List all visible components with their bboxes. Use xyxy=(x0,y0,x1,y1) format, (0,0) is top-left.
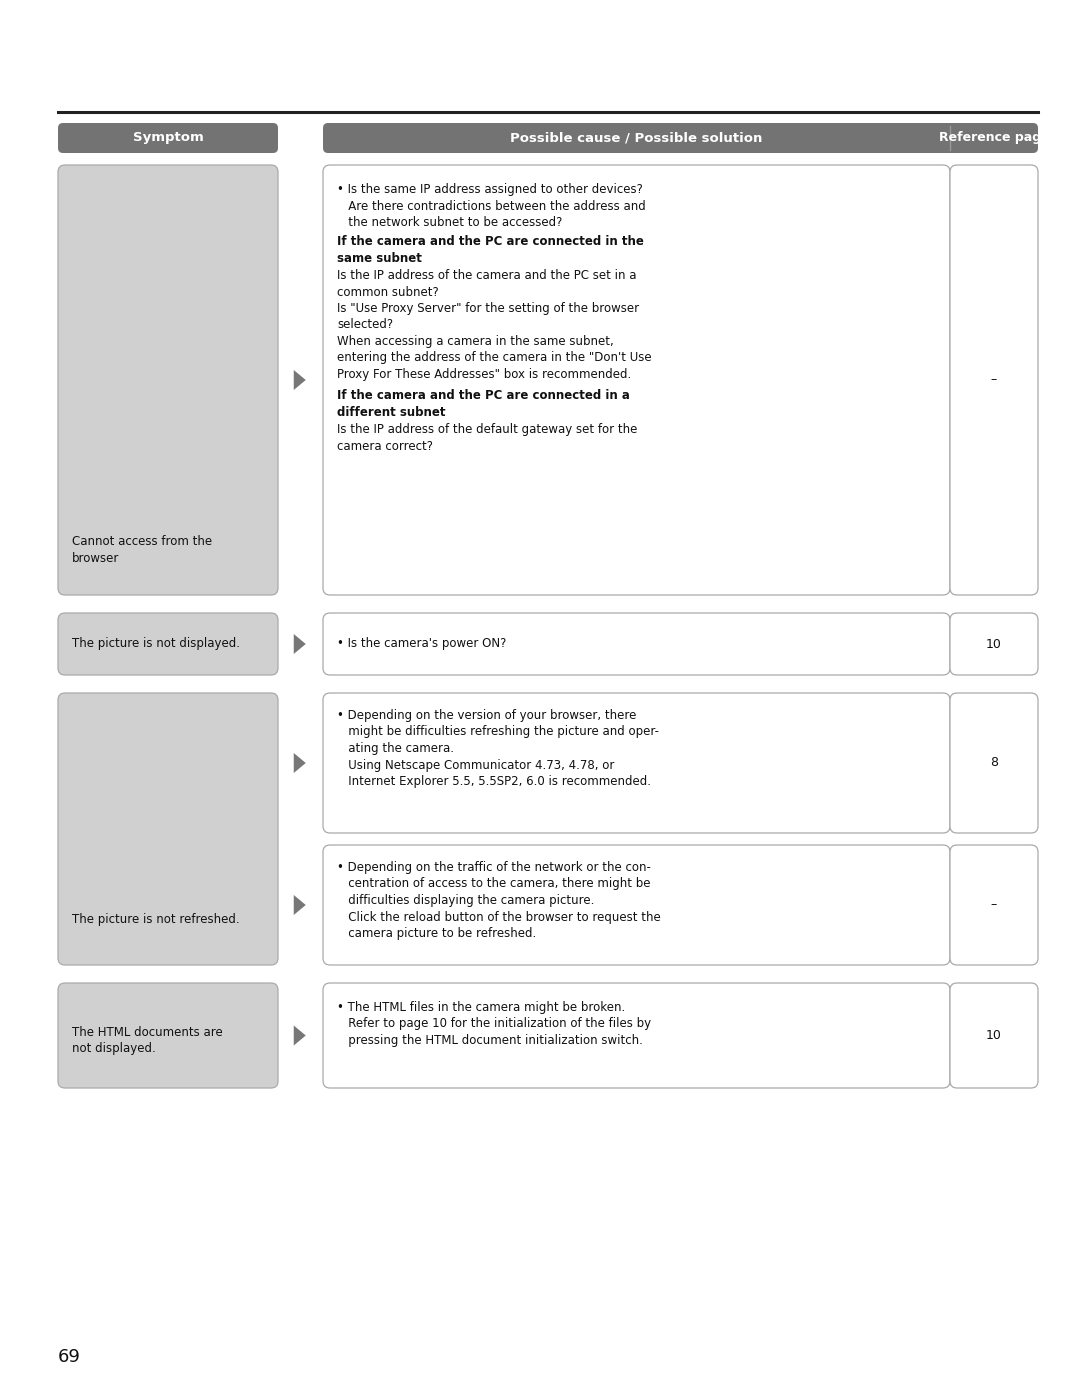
Text: Is the IP address of the default gateway set for the
camera correct?: Is the IP address of the default gateway… xyxy=(337,423,637,453)
FancyBboxPatch shape xyxy=(950,165,1038,595)
Text: 10: 10 xyxy=(986,637,1002,651)
Text: –: – xyxy=(990,373,997,387)
Text: • Is the same IP address assigned to other devices?
   Are there contradictions : • Is the same IP address assigned to oth… xyxy=(337,183,646,229)
Text: –: – xyxy=(990,898,997,911)
FancyBboxPatch shape xyxy=(58,693,278,965)
FancyBboxPatch shape xyxy=(58,123,278,154)
FancyBboxPatch shape xyxy=(950,845,1038,965)
Text: The picture is not displayed.: The picture is not displayed. xyxy=(72,637,240,651)
Text: • Depending on the traffic of the network or the con-
   centration of access to: • Depending on the traffic of the networ… xyxy=(337,861,661,940)
Text: Cannot access from the
browser: Cannot access from the browser xyxy=(72,535,212,564)
Polygon shape xyxy=(294,634,306,654)
FancyBboxPatch shape xyxy=(58,165,278,595)
FancyBboxPatch shape xyxy=(950,693,1038,833)
Polygon shape xyxy=(294,895,306,915)
FancyBboxPatch shape xyxy=(323,845,950,965)
Text: 10: 10 xyxy=(986,1030,1002,1042)
Text: Possible cause / Possible solution: Possible cause / Possible solution xyxy=(511,131,762,144)
Text: Symptom: Symptom xyxy=(133,131,203,144)
FancyBboxPatch shape xyxy=(323,123,1038,154)
Text: • The HTML files in the camera might be broken.
   Refer to page 10 for the init: • The HTML files in the camera might be … xyxy=(337,1002,651,1046)
FancyBboxPatch shape xyxy=(950,983,1038,1088)
Polygon shape xyxy=(294,753,306,773)
Text: Is the IP address of the camera and the PC set in a
common subnet?
Is "Use Proxy: Is the IP address of the camera and the … xyxy=(337,270,651,381)
Text: If the camera and the PC are connected in the
same subnet: If the camera and the PC are connected i… xyxy=(337,235,644,264)
Text: The HTML documents are
not displayed.: The HTML documents are not displayed. xyxy=(72,1025,222,1055)
FancyBboxPatch shape xyxy=(323,613,950,675)
Text: • Is the camera's power ON?: • Is the camera's power ON? xyxy=(337,637,507,651)
FancyBboxPatch shape xyxy=(323,165,950,595)
Text: • Depending on the version of your browser, there
   might be difficulties refre: • Depending on the version of your brows… xyxy=(337,710,659,788)
Text: 8: 8 xyxy=(990,757,998,770)
FancyBboxPatch shape xyxy=(58,983,278,1088)
Polygon shape xyxy=(294,370,306,390)
FancyBboxPatch shape xyxy=(323,983,950,1088)
FancyBboxPatch shape xyxy=(58,613,278,675)
Text: 69: 69 xyxy=(58,1348,81,1366)
Text: If the camera and the PC are connected in a
different subnet: If the camera and the PC are connected i… xyxy=(337,388,630,419)
Text: Reference page: Reference page xyxy=(939,131,1050,144)
FancyBboxPatch shape xyxy=(950,613,1038,675)
Text: The picture is not refreshed.: The picture is not refreshed. xyxy=(72,914,240,926)
FancyBboxPatch shape xyxy=(323,693,950,833)
Polygon shape xyxy=(294,1025,306,1045)
